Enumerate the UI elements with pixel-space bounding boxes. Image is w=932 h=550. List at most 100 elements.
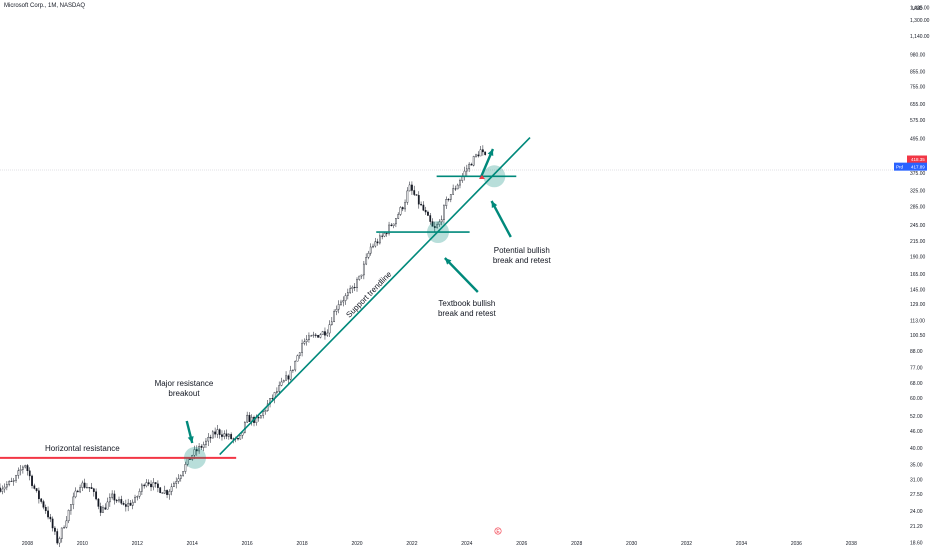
candle-body: [230, 434, 233, 439]
candle-body: [3, 486, 6, 490]
candle-body: [484, 151, 487, 155]
candle-body: [184, 464, 187, 472]
candle-body: [122, 503, 125, 505]
candle-body: [175, 481, 178, 484]
candle-body: [60, 527, 63, 539]
candle-body: [8, 481, 11, 485]
candle-body: [239, 435, 242, 440]
textbook-label-2: break and retest: [438, 309, 497, 318]
candle-body: [335, 308, 338, 312]
x-tick-label: 2018: [297, 541, 308, 547]
earnings-badge[interactable]: E: [494, 527, 502, 535]
candle-body: [131, 501, 134, 506]
candle-body: [76, 490, 79, 493]
candle-body: [145, 482, 148, 487]
candle-body: [285, 375, 287, 381]
y-tick-label: 495.00: [910, 137, 926, 143]
candle-body: [362, 263, 365, 276]
y-tick-label: 31.00: [910, 477, 923, 483]
y-tick-label: 113.00: [910, 318, 925, 324]
x-tick-label: 2032: [681, 541, 692, 547]
candle-body: [287, 375, 290, 380]
candle-body: [314, 334, 317, 336]
y-tick-label: 1,300.00: [910, 18, 930, 24]
candle-body: [211, 431, 214, 439]
candle-body: [111, 493, 114, 498]
candle-body: [127, 502, 130, 507]
last-price-tag[interactable]: [907, 155, 927, 164]
candle-body: [237, 438, 239, 440]
candle-body: [360, 274, 363, 277]
candle-body: [324, 331, 326, 336]
y-tick-label: 855.00: [910, 69, 926, 75]
candle-body: [472, 156, 475, 166]
candle-body: [397, 214, 400, 219]
candle-body: [173, 483, 175, 487]
candle-body: [147, 482, 150, 485]
candle-body: [385, 233, 388, 235]
candle-body: [392, 223, 395, 227]
y-tick-label: 68.00: [910, 381, 923, 387]
candle-body: [209, 436, 212, 439]
upward-arrow: [479, 148, 495, 179]
candle-body: [303, 341, 306, 344]
candle-body: [115, 499, 118, 502]
candle-body: [333, 311, 336, 323]
candle-body: [424, 209, 427, 213]
y-tick-label: 1,435.00: [910, 6, 930, 12]
candle-body: [477, 154, 480, 157]
x-axis[interactable]: 2008 2010 2012 2014 2016 2018 2020 2022 2024 2026…: [22, 541, 857, 547]
candle-body: [28, 470, 31, 477]
candle-body: [346, 292, 349, 296]
y-tick-label: 655.00: [910, 102, 926, 108]
candle-body: [67, 509, 70, 522]
upward-arrow-head: [487, 149, 494, 156]
candle-body: [42, 501, 45, 508]
textbook-arrow: [444, 257, 479, 293]
candle-body: [401, 207, 404, 210]
candle-body: [390, 224, 393, 227]
y-axis[interactable]: 1,435.00 1,300.00 1,140.00 980.00 855.00 755.…: [894, 6, 930, 547]
x-tick-label: 2028: [571, 541, 582, 547]
candle-body: [411, 184, 413, 191]
candle-body: [202, 444, 205, 448]
x-tick-label: 2036: [791, 541, 802, 547]
price-drop-marker: [478, 175, 485, 179]
candle-body: [381, 235, 384, 237]
candle-body: [58, 538, 61, 544]
candle-body: [95, 491, 98, 500]
candle-body: [321, 331, 324, 335]
candle-body: [12, 480, 15, 482]
candle-body: [152, 482, 155, 488]
candle-body: [431, 221, 434, 227]
y-tick-label: 35.00: [910, 463, 923, 469]
candle-body: [395, 218, 397, 225]
potential-arrow: [490, 200, 512, 238]
candle-body: [166, 490, 168, 495]
candle-body: [349, 288, 352, 293]
prev-close-label: 417.89: [911, 164, 925, 169]
candle-body: [413, 190, 416, 195]
candle-body: [86, 487, 88, 489]
y-tick-label: 575.00: [910, 118, 926, 124]
candle-body: [337, 304, 340, 310]
candle-body: [19, 469, 22, 471]
x-tick-label: 2016: [242, 541, 253, 547]
x-tick-label: 2038: [846, 541, 857, 547]
candle-body: [163, 490, 166, 494]
candle-body: [79, 487, 81, 493]
prev-close-tag[interactable]: [894, 162, 927, 171]
candle-body: [308, 335, 310, 340]
candle-body: [177, 478, 180, 482]
candle-body: [422, 204, 425, 211]
support-trendline[interactable]: [219, 137, 531, 456]
candle-body: [218, 429, 221, 435]
candle-body: [447, 199, 450, 201]
candle-body: [205, 440, 207, 445]
candle-body: [294, 360, 297, 371]
breakout-arrow-head: [187, 436, 194, 443]
candle-body: [296, 355, 299, 362]
y-tick-label: 375.00: [910, 171, 926, 177]
